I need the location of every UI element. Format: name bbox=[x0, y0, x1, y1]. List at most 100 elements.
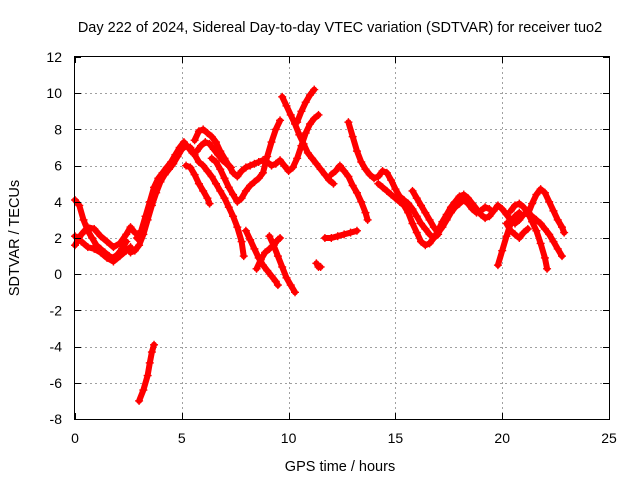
data-point bbox=[199, 125, 208, 134]
data-point bbox=[139, 386, 148, 395]
data-point bbox=[267, 161, 276, 170]
data-point bbox=[305, 91, 314, 100]
data-point bbox=[481, 203, 490, 212]
plot-frame bbox=[74, 56, 610, 420]
data-point bbox=[417, 237, 426, 246]
series-track-2 bbox=[71, 223, 139, 252]
data-point bbox=[493, 261, 502, 270]
data-point bbox=[246, 161, 255, 170]
data-point bbox=[476, 206, 485, 215]
data-point bbox=[216, 165, 225, 174]
series-track bbox=[524, 186, 568, 236]
data-point bbox=[532, 190, 541, 199]
x-tick-label: 20 bbox=[494, 430, 510, 446]
data-point bbox=[269, 241, 278, 250]
data-point bbox=[130, 246, 139, 255]
x-tick-label: 0 bbox=[71, 430, 79, 446]
data-point bbox=[387, 176, 396, 185]
data-point bbox=[154, 174, 163, 183]
data-point bbox=[267, 272, 276, 281]
data-point bbox=[468, 205, 477, 214]
data-point bbox=[293, 154, 302, 163]
series-track bbox=[507, 200, 551, 272]
data-point bbox=[502, 210, 511, 219]
data-point bbox=[553, 215, 562, 224]
data-point bbox=[560, 228, 569, 237]
data-point bbox=[361, 165, 370, 174]
data-point bbox=[391, 185, 400, 194]
series-track bbox=[328, 162, 371, 223]
data-point bbox=[346, 228, 355, 237]
data-point bbox=[115, 252, 124, 261]
data-point bbox=[286, 281, 295, 290]
data-point bbox=[246, 181, 255, 190]
data-point bbox=[421, 241, 430, 250]
data-point bbox=[464, 199, 473, 208]
data-point bbox=[96, 232, 105, 241]
data-point bbox=[395, 197, 404, 206]
data-point bbox=[293, 118, 302, 127]
series-track-10 bbox=[293, 85, 319, 127]
data-point bbox=[295, 130, 304, 139]
data-point bbox=[442, 215, 451, 224]
data-point bbox=[233, 223, 242, 232]
y-tick-label: -2 bbox=[50, 302, 63, 318]
data-point bbox=[540, 188, 549, 197]
series-track-8 bbox=[207, 116, 285, 206]
data-point bbox=[365, 170, 374, 179]
data-point bbox=[96, 248, 105, 257]
data-point bbox=[540, 224, 549, 233]
data-point bbox=[150, 183, 159, 192]
data-point bbox=[273, 281, 282, 290]
data-point bbox=[147, 348, 156, 357]
data-series bbox=[71, 85, 569, 405]
series-track-16 bbox=[327, 161, 372, 224]
data-point bbox=[515, 215, 524, 224]
data-point bbox=[239, 252, 248, 261]
data-point bbox=[312, 159, 321, 168]
data-point bbox=[186, 163, 195, 172]
data-point bbox=[344, 172, 353, 181]
data-point bbox=[175, 143, 184, 152]
data-point bbox=[519, 228, 528, 237]
data-point bbox=[519, 203, 528, 212]
data-point bbox=[141, 212, 150, 221]
x-tick-label: 10 bbox=[281, 430, 297, 446]
data-point bbox=[90, 244, 99, 253]
data-point bbox=[158, 168, 167, 177]
data-point bbox=[199, 161, 208, 170]
data-point bbox=[412, 212, 421, 221]
data-point bbox=[233, 197, 242, 206]
data-point bbox=[250, 159, 259, 168]
y-tick-label: 4 bbox=[54, 194, 62, 210]
data-point bbox=[459, 195, 468, 204]
series-track-13 bbox=[265, 232, 300, 297]
data-point bbox=[532, 226, 541, 235]
series-track-15 bbox=[320, 226, 361, 242]
data-point bbox=[194, 157, 203, 166]
data-point bbox=[498, 205, 507, 214]
data-point bbox=[250, 244, 259, 253]
data-point bbox=[203, 194, 212, 203]
data-point bbox=[333, 232, 342, 241]
data-point bbox=[132, 234, 141, 242]
data-point bbox=[241, 226, 250, 235]
data-point bbox=[224, 183, 233, 192]
data-point bbox=[335, 161, 344, 170]
data-point bbox=[357, 157, 366, 166]
data-point bbox=[79, 215, 88, 224]
series-track-23 bbox=[502, 219, 532, 242]
data-point bbox=[250, 177, 259, 186]
data-point bbox=[199, 186, 208, 195]
data-point bbox=[308, 154, 317, 163]
data-point bbox=[558, 252, 567, 261]
data-point bbox=[184, 143, 193, 152]
series-track-7 bbox=[182, 161, 214, 208]
data-point bbox=[263, 152, 272, 161]
y-tick-label: -6 bbox=[50, 375, 63, 391]
data-point bbox=[150, 340, 159, 349]
data-point bbox=[348, 132, 357, 141]
y-tick-label: -4 bbox=[50, 339, 63, 355]
data-point bbox=[145, 358, 154, 367]
